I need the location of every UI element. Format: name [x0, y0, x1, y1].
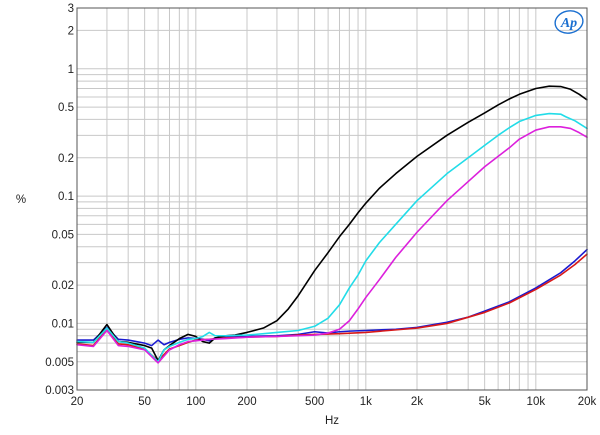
ap-logo-ring [554, 10, 584, 34]
x-tick-label: 200 [237, 396, 256, 408]
y-axis-label: % [16, 194, 26, 206]
grid [76, 7, 588, 391]
y-tick-label: 0.02 [52, 280, 74, 292]
y-tick-label: 2 [68, 25, 74, 37]
series-line-4 [76, 112, 588, 363]
x-tick-label: 20 [71, 396, 84, 408]
y-tick-label: 3 [68, 3, 74, 15]
x-tick-label: 50 [138, 396, 151, 408]
y-tick-label: 0.003 [45, 385, 74, 397]
y-tick-label: 0.2 [58, 153, 74, 165]
y-tick-label: 0.1 [58, 191, 74, 203]
x-tick-label: 100 [186, 396, 205, 408]
series-lines [76, 85, 588, 364]
x-tick-label: 5k [479, 396, 491, 408]
series-line-5 [76, 126, 588, 364]
y-tick-label: 0.005 [45, 357, 74, 369]
y-tick-label: 0.01 [52, 318, 74, 330]
plot-frame [76, 7, 588, 391]
y-tick-label: 0.05 [52, 229, 74, 241]
x-axis-label: Hz [325, 415, 339, 427]
ap-logo: Ap [554, 10, 584, 34]
y-tick-label: 0.5 [58, 102, 74, 114]
x-tick-label: 2k [411, 396, 423, 408]
y-tick-labels: 3 2 1 0.5 0.2 0.1 0.05 0.02 0.01 0.005 0.003 [45, 3, 74, 397]
x-tick-label: 20k [578, 396, 597, 408]
ap-logo-text: Ap [560, 16, 577, 31]
x-tick-label: 1k [360, 396, 372, 408]
x-tick-label: 10k [527, 396, 546, 408]
x-tick-labels: 20 50 100 200 500 1k 2k 5k 10k 20k [71, 396, 597, 408]
y-tick-label: 1 [68, 64, 74, 76]
x-tick-label: 500 [305, 396, 324, 408]
